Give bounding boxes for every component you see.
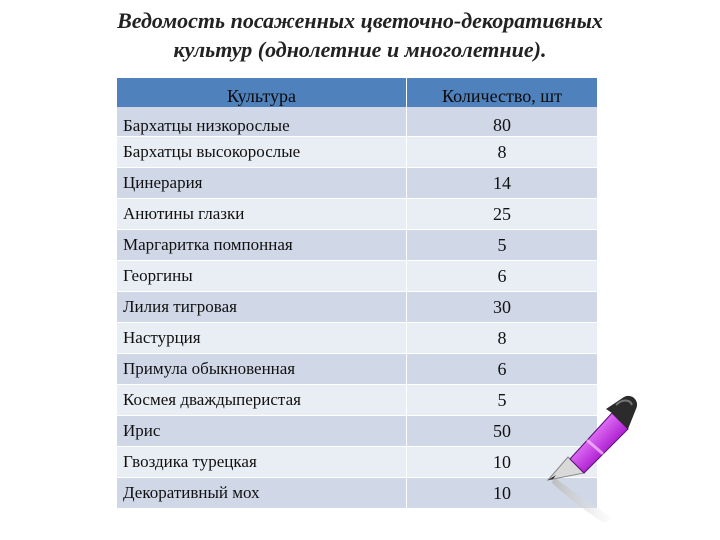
quantity-cell: 6	[407, 354, 597, 385]
header-culture: Культура	[117, 78, 407, 107]
planting-table: Культура Количество, шт Бархатцы низкоро…	[117, 78, 597, 509]
quantity-cell: 80	[407, 107, 597, 137]
quantity-cell: 50	[407, 416, 597, 447]
table-row: Анютины глазки 25	[117, 199, 597, 230]
table-row: Лилия тигровая 30	[117, 292, 597, 323]
culture-cell: Лилия тигровая	[117, 292, 407, 323]
table-row: Ирис 50	[117, 416, 597, 447]
quantity-cell: 14	[407, 168, 597, 199]
culture-cell: Бархатцы высокорослые	[117, 137, 407, 168]
culture-cell: Ирис	[117, 416, 407, 447]
page-title: Ведомость посаженных цветочно-декоративн…	[20, 6, 700, 64]
table-row: Цинерария 14	[117, 168, 597, 199]
culture-cell: Гвоздика турецкая	[117, 447, 407, 478]
marker-pen-icon	[546, 395, 638, 523]
table-row: Настурция 8	[117, 323, 597, 354]
quantity-cell: 6	[407, 261, 597, 292]
culture-cell: Георгины	[117, 261, 407, 292]
culture-cell: Цинерария	[117, 168, 407, 199]
culture-cell: Бархатцы низкорослые	[117, 107, 407, 137]
quantity-cell: 8	[407, 137, 597, 168]
table-row: Бархатцы низкорослые 80	[117, 107, 597, 137]
quantity-cell: 8	[407, 323, 597, 354]
title-line-1: Ведомость посаженных цветочно-декоративн…	[117, 8, 603, 33]
culture-cell: Маргаритка помпонная	[117, 230, 407, 261]
table-row: Маргаритка помпонная 5	[117, 230, 597, 261]
culture-cell: Настурция	[117, 323, 407, 354]
table-row: Декоративный мох 10	[117, 478, 597, 509]
table-row: Георгины 6	[117, 261, 597, 292]
title-line-2: культур (однолетние и многолетние).	[173, 37, 547, 62]
culture-cell: Анютины глазки	[117, 199, 407, 230]
quantity-cell: 25	[407, 199, 597, 230]
quantity-cell: 5	[407, 385, 597, 416]
culture-cell: Космея дваждыперистая	[117, 385, 407, 416]
table-row: Бархатцы высокорослые 8	[117, 137, 597, 168]
quantity-cell: 30	[407, 292, 597, 323]
header-quantity: Количество, шт	[407, 78, 597, 107]
quantity-cell: 5	[407, 230, 597, 261]
table-row: Гвоздика турецкая 10	[117, 447, 597, 478]
table-header-row: Культура Количество, шт	[117, 78, 597, 107]
culture-cell: Примула обыкновенная	[117, 354, 407, 385]
culture-cell: Декоративный мох	[117, 478, 407, 509]
table-row: Примула обыкновенная 6	[117, 354, 597, 385]
table-row: Космея дваждыперистая 5	[117, 385, 597, 416]
